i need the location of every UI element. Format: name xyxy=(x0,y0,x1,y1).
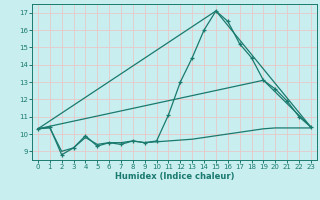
X-axis label: Humidex (Indice chaleur): Humidex (Indice chaleur) xyxy=(115,172,234,181)
